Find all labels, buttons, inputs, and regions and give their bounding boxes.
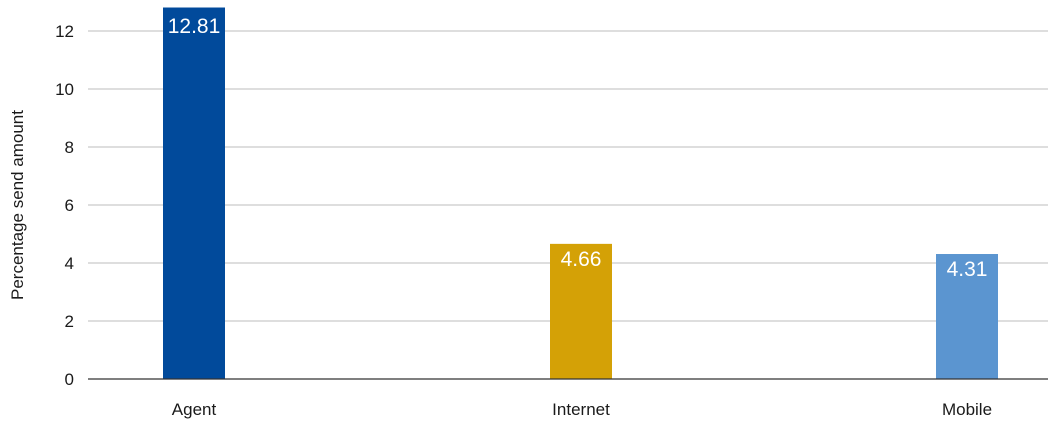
data-labels: 12.81 4.66 4.31 [168, 15, 988, 281]
y-tick-label: 12 [55, 22, 74, 41]
bar-internet [550, 243, 612, 379]
y-axis-ticks: 0 2 4 6 8 10 12 [55, 22, 74, 389]
y-tick-label: 8 [65, 138, 74, 157]
bar-mobile [936, 254, 998, 379]
bars [163, 7, 998, 379]
y-axis-label: Percentage send amount [8, 110, 27, 300]
data-label: 4.66 [561, 248, 602, 271]
gridlines [88, 30, 1048, 322]
y-tick-label: 2 [65, 312, 74, 331]
data-label: 12.81 [168, 15, 221, 38]
x-category-label: Agent [172, 400, 217, 419]
x-category-label: Internet [552, 400, 610, 419]
bar-agent [163, 7, 225, 379]
y-tick-label: 10 [55, 80, 74, 99]
y-tick-label: 6 [65, 196, 74, 215]
y-tick-label: 0 [65, 370, 74, 389]
data-label: 4.31 [947, 258, 988, 281]
x-category-label: Mobile [942, 400, 992, 419]
y-tick-label: 4 [65, 254, 74, 273]
x-axis-categories: Agent Internet Mobile [172, 400, 992, 419]
